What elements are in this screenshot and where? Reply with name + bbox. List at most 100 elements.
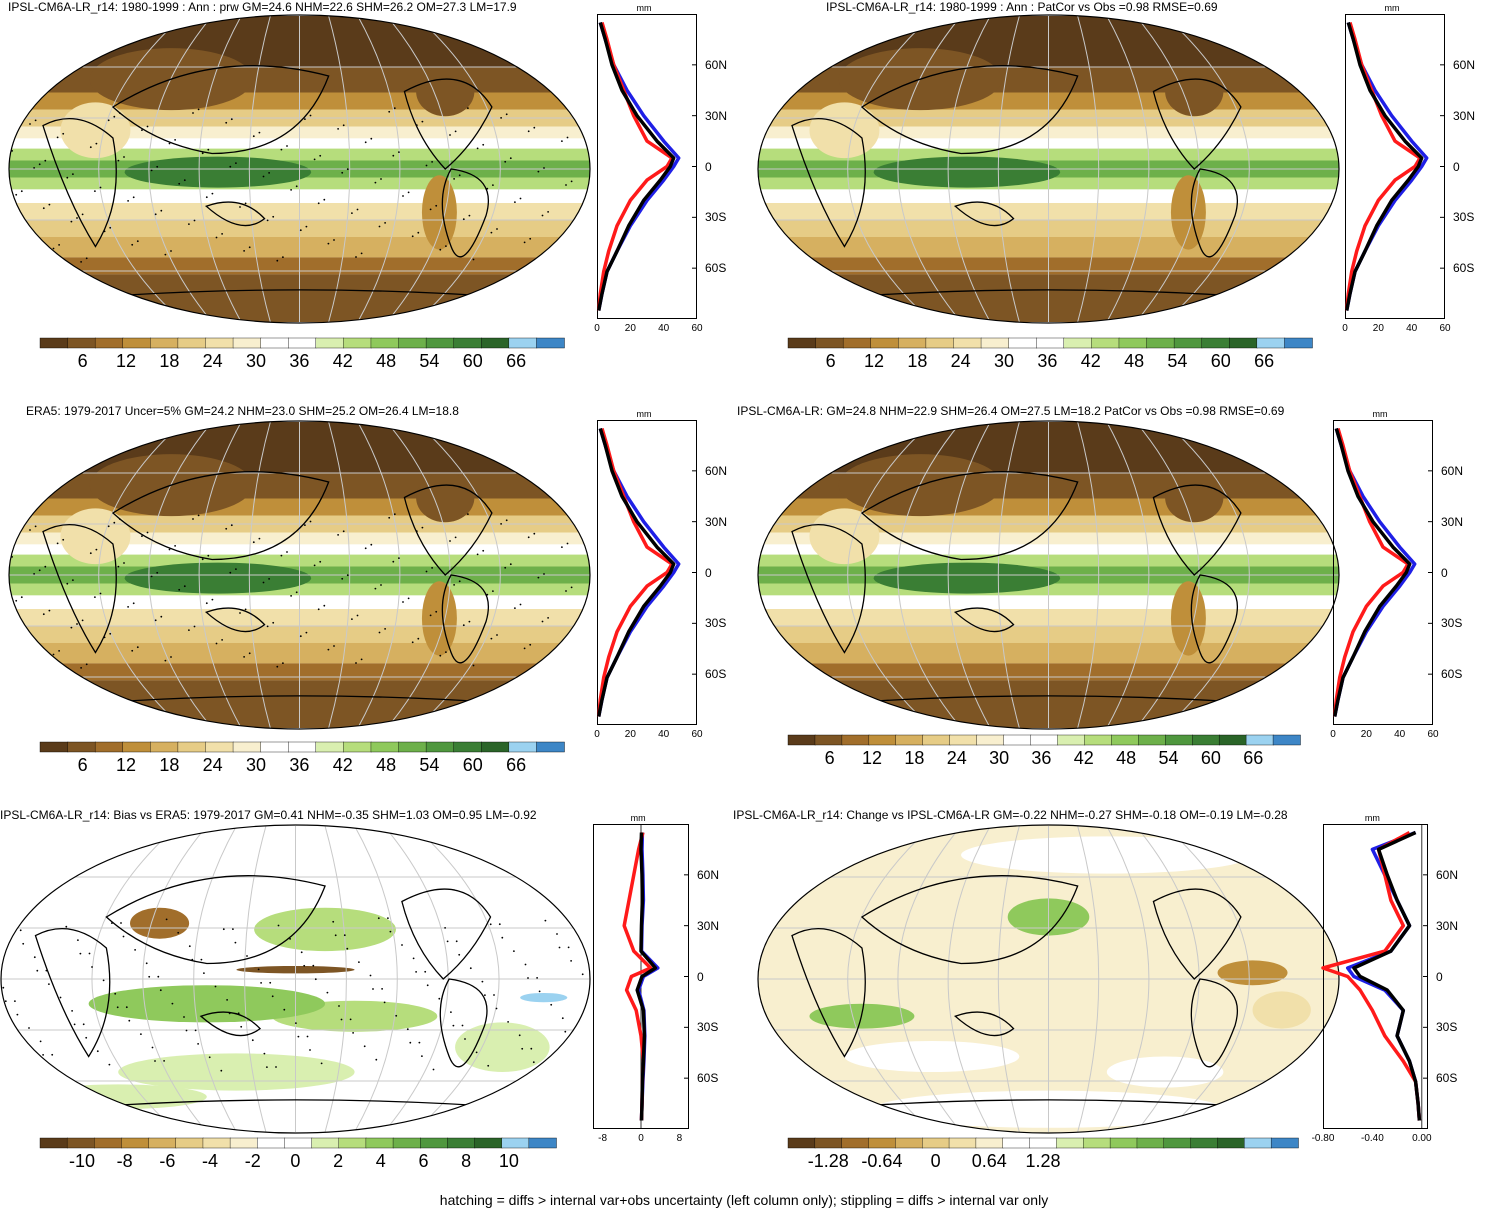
colorbar-tick: 30 bbox=[989, 748, 1010, 768]
colorbar-tick: 4 bbox=[375, 1151, 386, 1171]
zonal-mean-plot-p2 bbox=[1344, 14, 1445, 319]
zonal-x-tick: 0 bbox=[594, 323, 600, 334]
zonal-x-tick: 20 bbox=[624, 323, 636, 334]
zonal-line-black bbox=[596, 428, 676, 717]
colorbar-tick: 10 bbox=[498, 1151, 519, 1171]
latitude-tick: 30S bbox=[1453, 210, 1475, 225]
panel-title: IPSL-CM6A-LR_r14: Bias vs ERA5: 1979-201… bbox=[0, 808, 537, 822]
colorbar-tick: 36 bbox=[289, 351, 310, 371]
colorbar-tick: 60 bbox=[1200, 748, 1221, 768]
zonal-mean-plot-p5 bbox=[593, 824, 689, 1129]
colorbar-tick: -10 bbox=[68, 1151, 95, 1171]
colorbar-tick: 42 bbox=[1073, 748, 1094, 768]
colorbar-tick: 30 bbox=[246, 351, 267, 371]
latitude-tick: 30N bbox=[1441, 514, 1464, 529]
colorbar-tick: 1.28 bbox=[1025, 1151, 1061, 1171]
latitude-tick: 30S bbox=[697, 1020, 719, 1035]
colorbar-tick: 42 bbox=[332, 351, 353, 371]
colorbar-tick: 36 bbox=[289, 755, 310, 775]
colorbar-tick: 36 bbox=[1037, 351, 1058, 371]
latitude-tick: 60S bbox=[1436, 1071, 1458, 1086]
panel-title: IPSL-CM6A-LR_r14: 1980-1999 : Ann : PatC… bbox=[826, 0, 1218, 14]
latitude-tick: 60S bbox=[1453, 261, 1475, 276]
colorbar-tick: 60 bbox=[462, 351, 483, 371]
latitude-tick: 60N bbox=[697, 867, 720, 882]
latitude-tick: 60N bbox=[1453, 57, 1476, 72]
colorbar-tick: 12 bbox=[861, 748, 883, 768]
colorbar-tick: 60 bbox=[1210, 351, 1231, 371]
colorbar-p6 bbox=[787, 1137, 1299, 1149]
latitude-tick: 30N bbox=[1453, 108, 1476, 123]
zonal-x-tick: 60 bbox=[1439, 323, 1451, 334]
zonal-line-red bbox=[1321, 830, 1422, 1121]
colorbar-tick: -0.64 bbox=[861, 1151, 903, 1171]
zonal-unit-label: mm bbox=[1372, 409, 1388, 419]
colorbar-tick: 18 bbox=[159, 755, 180, 775]
colorbar-tick: 18 bbox=[159, 351, 180, 371]
map-p6 bbox=[757, 824, 1340, 1134]
colorbar-tick: 48 bbox=[1124, 351, 1145, 371]
colorbar-tick: 24 bbox=[202, 351, 223, 371]
zonal-x-tick: 20 bbox=[1360, 729, 1372, 740]
colorbar-tick: 54 bbox=[1158, 748, 1179, 768]
zonal-x-tick: 0.00 bbox=[1412, 1133, 1432, 1144]
colorbar-tick: 36 bbox=[1031, 748, 1052, 768]
panel-title: IPSL-CM6A-LR: GM=24.8 NHM=22.9 SHM=26.4 … bbox=[737, 404, 1285, 418]
map-p1 bbox=[8, 14, 591, 324]
colorbar-tick: 60 bbox=[462, 755, 483, 775]
zonal-line-black bbox=[635, 832, 658, 1121]
colorbar-tick: 66 bbox=[1254, 351, 1275, 371]
zonal-x-tick: 40 bbox=[658, 323, 670, 334]
panel-title: IPSL-CM6A-LR_r14: Change vs IPSL-CM6A-LR… bbox=[733, 808, 1288, 822]
panel-title: IPSL-CM6A-LR_r14: 1980-1999 : Ann : prw … bbox=[8, 0, 517, 14]
zonal-line-black bbox=[1332, 428, 1412, 717]
colorbar-tick: 12 bbox=[115, 351, 136, 371]
colorbar-tick: 48 bbox=[376, 755, 397, 775]
colorbar-p4 bbox=[787, 734, 1301, 746]
zonal-unit-label: mm bbox=[630, 813, 646, 823]
colorbar-tick: -6 bbox=[159, 1151, 176, 1171]
map-p2 bbox=[757, 14, 1340, 324]
zonal-x-tick: -0.40 bbox=[1361, 1133, 1384, 1144]
zonal-x-tick: 40 bbox=[1406, 323, 1418, 334]
colorbar-tick: 24 bbox=[950, 351, 971, 371]
zonal-unit-label: mm bbox=[1384, 3, 1400, 13]
colorbar-tick: 42 bbox=[1080, 351, 1101, 371]
latitude-tick: 30N bbox=[705, 108, 728, 123]
colorbar-tick: 0 bbox=[290, 1151, 301, 1171]
panel-title: ERA5: 1979-2017 Uncer=5% GM=24.2 NHM=23.… bbox=[26, 404, 459, 418]
latitude-tick: 60N bbox=[1441, 463, 1464, 478]
zonal-x-tick: 8 bbox=[676, 1133, 683, 1144]
latitude-tick: 30N bbox=[697, 918, 720, 933]
zonal-x-tick: 0 bbox=[638, 1133, 644, 1144]
colorbar-tick: 18 bbox=[904, 748, 925, 768]
zonal-x-tick: 60 bbox=[691, 323, 703, 334]
latitude-tick: 30S bbox=[705, 210, 727, 225]
footnote: hatching = diffs > internal var+obs unce… bbox=[439, 1192, 1049, 1208]
map-p4 bbox=[757, 420, 1340, 730]
zonal-unit-label: mm bbox=[1364, 813, 1380, 823]
colorbar-tick: 30 bbox=[246, 755, 267, 775]
colorbar-tick: 18 bbox=[907, 351, 928, 371]
colorbar-tick: 6 bbox=[77, 351, 88, 371]
colorbar-p3 bbox=[39, 741, 565, 753]
latitude-tick: 60S bbox=[705, 261, 727, 276]
latitude-tick: 0 bbox=[1441, 565, 1448, 580]
zonal-x-tick: 40 bbox=[1394, 729, 1406, 740]
zonal-x-tick: -0.80 bbox=[1311, 1133, 1335, 1144]
latitude-tick: 60S bbox=[697, 1071, 719, 1086]
zonal-x-tick: 20 bbox=[624, 729, 636, 740]
colorbar-tick: 48 bbox=[376, 351, 397, 371]
latitude-tick: 60N bbox=[705, 463, 728, 478]
zonal-mean-plot-p6 bbox=[1321, 824, 1428, 1129]
zonal-unit-label: mm bbox=[636, 409, 652, 419]
colorbar-tick: 48 bbox=[1116, 748, 1137, 768]
colorbar-tick: 2 bbox=[333, 1151, 344, 1171]
colorbar-tick: 66 bbox=[1243, 748, 1264, 768]
colorbar-tick: 42 bbox=[332, 755, 353, 775]
latitude-tick: 30S bbox=[1436, 1020, 1458, 1035]
colorbar-tick: 6 bbox=[418, 1151, 429, 1171]
colorbar-tick: -2 bbox=[244, 1151, 261, 1171]
colorbar-tick: 12 bbox=[115, 755, 136, 775]
zonal-x-tick: 0 bbox=[1330, 729, 1336, 740]
